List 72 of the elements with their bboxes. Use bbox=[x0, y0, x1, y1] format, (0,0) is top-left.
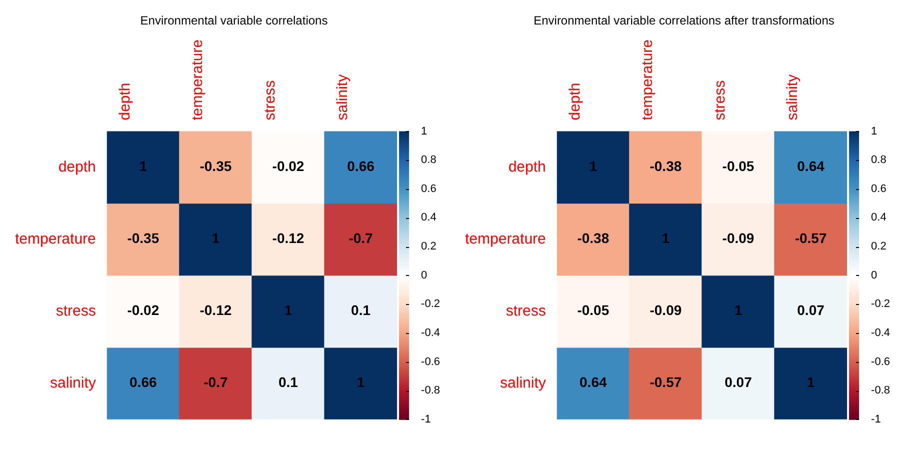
data-label: -0.57 bbox=[794, 230, 827, 246]
color-bar-label: -1 bbox=[421, 413, 431, 426]
data-label: 1 bbox=[212, 230, 220, 246]
color-bar-label: 0.4 bbox=[421, 212, 436, 224]
color-bar-label: 0.8 bbox=[871, 154, 886, 166]
y-tick-label: temperature bbox=[465, 230, 546, 248]
y-tick-label: salinity bbox=[50, 374, 96, 392]
x-tick-label: temperature bbox=[188, 39, 206, 120]
color-bar-label: 1 bbox=[421, 125, 428, 138]
color-bar-label: 0.2 bbox=[871, 240, 886, 253]
chart-title: Environmental variable correlations bbox=[140, 14, 328, 28]
data-label: 1 bbox=[589, 158, 598, 174]
chart-title: Environmental variable correlations after transformations bbox=[534, 14, 834, 28]
color-bar-label: -0.4 bbox=[421, 326, 440, 339]
data-label: 1 bbox=[734, 302, 742, 318]
data-label: -0.35 bbox=[127, 230, 160, 246]
color-bar-label: -0.6 bbox=[421, 356, 440, 368]
color-bar-label: 0 bbox=[421, 269, 428, 282]
data-label: -0.12 bbox=[200, 302, 232, 318]
x-tick-label: temperature bbox=[638, 39, 656, 120]
y-tick-label: stress bbox=[506, 302, 546, 320]
data-label: -0.02 bbox=[127, 302, 160, 318]
color-bar-label: -0.8 bbox=[871, 384, 890, 397]
x-tick-label: stress bbox=[261, 80, 278, 120]
y-tick-label: depth bbox=[58, 158, 96, 176]
y-tick-label: stress bbox=[56, 302, 96, 320]
color-bar-label: -0.2 bbox=[421, 298, 440, 310]
data-label: -0.35 bbox=[200, 158, 232, 174]
data-label: 1 bbox=[356, 374, 365, 390]
data-label: 1 bbox=[284, 302, 292, 318]
color-bar-label: -1 bbox=[871, 413, 881, 426]
x-tick-label: depth bbox=[566, 82, 584, 120]
data-label: -0.38 bbox=[577, 230, 610, 246]
data-label: 1 bbox=[662, 230, 670, 246]
color-bar-label: -0.2 bbox=[871, 298, 890, 310]
data-label: 0.07 bbox=[797, 302, 825, 318]
data-label: -0.09 bbox=[650, 302, 682, 318]
data-label: 1 bbox=[806, 374, 815, 390]
data-label: -0.7 bbox=[348, 230, 374, 246]
data-label: -0.05 bbox=[722, 158, 754, 174]
data-label: -0.12 bbox=[272, 230, 304, 246]
data-label: 0.07 bbox=[724, 374, 752, 390]
data-label: -0.57 bbox=[650, 374, 682, 390]
data-label: 0.66 bbox=[347, 158, 375, 174]
data-label: -0.7 bbox=[204, 374, 228, 390]
data-label: 0.66 bbox=[130, 374, 157, 390]
data-label: -0.02 bbox=[272, 158, 304, 174]
x-tick-label: salinity bbox=[334, 74, 351, 120]
data-label: 0.1 bbox=[278, 374, 298, 390]
data-label: -0.38 bbox=[650, 158, 682, 174]
color-bar-label: 0.6 bbox=[421, 182, 436, 195]
color-bar-label: 0.8 bbox=[421, 154, 436, 166]
color-bar-label: -0.4 bbox=[871, 326, 890, 339]
x-tick-label: salinity bbox=[784, 74, 801, 120]
y-tick-label: temperature bbox=[15, 230, 96, 248]
data-label: -0.09 bbox=[722, 230, 754, 246]
data-label: 0.64 bbox=[797, 158, 825, 174]
color-bar-label: -0.8 bbox=[421, 384, 440, 397]
color-bar-label: 0.2 bbox=[421, 240, 436, 253]
y-tick-label: depth bbox=[508, 158, 546, 176]
y-tick-label: salinity bbox=[500, 374, 546, 392]
data-label: 0.1 bbox=[351, 302, 371, 318]
data-label: 1 bbox=[139, 158, 148, 174]
color-bar-label: -0.6 bbox=[871, 356, 890, 368]
color-bar-label: 0.4 bbox=[871, 212, 886, 224]
color-bar-label: 1 bbox=[871, 125, 878, 138]
data-label: 0.64 bbox=[580, 374, 607, 390]
color-bar-label: 0 bbox=[871, 269, 878, 282]
color-bar-label: 0.6 bbox=[871, 182, 886, 195]
x-tick-label: stress bbox=[711, 80, 728, 120]
x-tick-label: depth bbox=[116, 82, 134, 120]
data-label: -0.05 bbox=[577, 302, 610, 318]
